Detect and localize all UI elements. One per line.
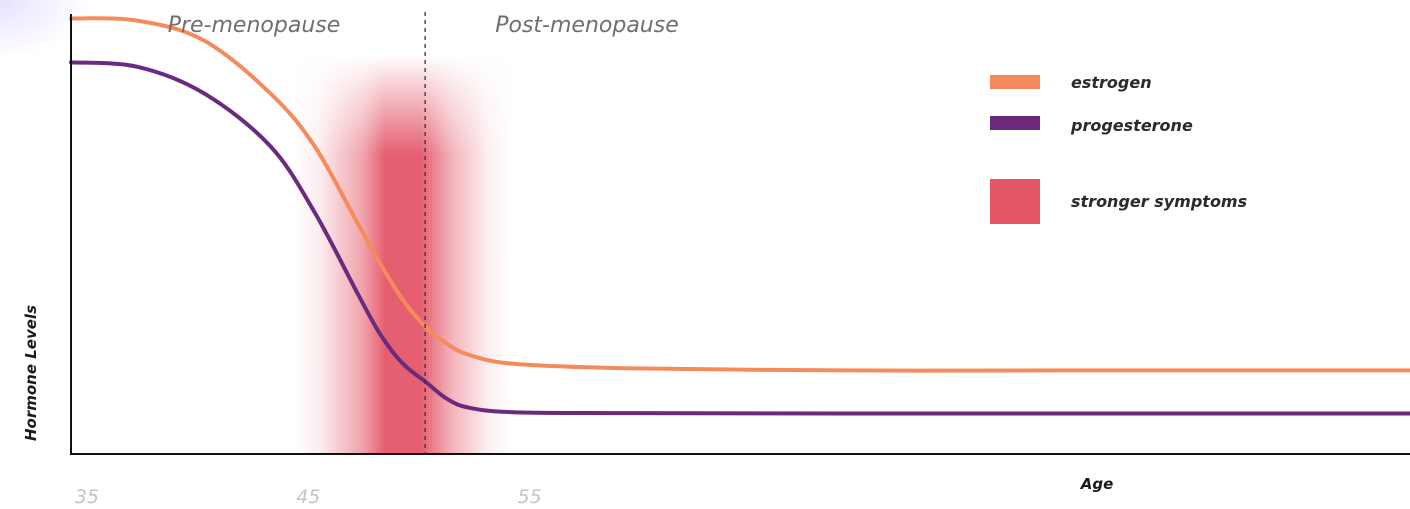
legend-swatch-estrogen [990,75,1040,89]
progesterone-line [69,60,1410,416]
estrogen-line [69,16,1410,373]
x-tick-label-45: 45 [296,486,320,508]
legend-swatch-progesterone [990,116,1040,130]
legend-swatch-stronger-symptoms [990,179,1040,224]
legend-label-estrogen: estrogen [1071,73,1152,92]
legend-label-progesterone: progesterone [1070,116,1193,135]
x-tick-labels: 35 45 55 [75,486,542,508]
phase-label-post: Post-menopause [495,13,679,38]
phase-label-pre: Pre-menopause [168,13,341,38]
legend: estrogen progesterone stronger symptoms [990,73,1247,224]
x-tick-label-35: 35 [75,486,99,508]
stronger-symptoms-region [292,55,514,454]
x-tick-label-55: 55 [518,486,542,508]
x-axis-title: Age [1080,475,1114,493]
y-axis-title: Hormone Levels [22,305,40,441]
corner-glow [0,0,90,60]
series-layer [69,16,1410,416]
legend-label-stronger-symptoms: stronger symptoms [1071,192,1247,211]
